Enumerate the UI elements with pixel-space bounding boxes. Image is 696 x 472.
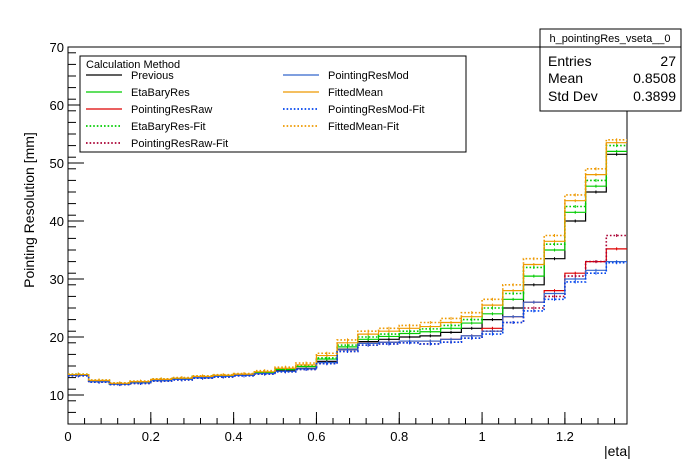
legend-entry: PointingResMod-Fit (283, 104, 425, 116)
legend-label: EtaBaryRes-Fit (131, 121, 206, 133)
legend-entry: PointingResRaw-Fit (86, 138, 228, 150)
x-axis-title: |eta| (604, 443, 631, 459)
legend-box (79, 55, 467, 153)
legend-label: Previous (131, 70, 174, 82)
y-tick-label: 10 (50, 388, 64, 403)
series-line (68, 144, 627, 385)
legend-entry: PointingResRaw (86, 104, 212, 116)
series-line (68, 139, 627, 384)
legend-entry: EtaBaryRes (86, 87, 190, 99)
x-tick-label: 1 (478, 429, 485, 444)
stats-entries-value: 27 (660, 53, 676, 69)
legend-label: FittedMean (328, 87, 383, 99)
y-tick-label: 30 (50, 272, 64, 287)
legend-entry: PointingResMod (283, 70, 409, 82)
legend-label: PointingResRaw (131, 104, 212, 116)
stats-box-title: h_pointingRes_vseta__0 (549, 33, 670, 45)
axes-layer: 0 0.2 0.4 0.6 0.8 1 1.2 10 20 30 40 50 60 70 (50, 40, 616, 444)
y-tick-label: 20 (50, 330, 64, 345)
legend-entry: EtaBaryRes-Fit (86, 121, 206, 133)
stats-box: h_pointingRes_vseta__0 Entries 27 Mean 0… (539, 28, 682, 112)
legend-entries: Previous EtaBaryRes PointingResRaw EtaBaryR… (86, 70, 425, 150)
x-tick-label: 0.4 (225, 429, 243, 444)
legend-entry: FittedMean (283, 87, 383, 99)
legend-label: PointingResRaw-Fit (131, 138, 228, 150)
legend-label: EtaBaryRes (131, 87, 190, 99)
stats-stddev-value: 0.3899 (633, 88, 676, 104)
series-pointingresmod-fit (68, 261, 627, 387)
x-tick-label: 0.6 (307, 429, 325, 444)
y-tick-label: 40 (50, 214, 64, 229)
stats-mean-label: Mean (548, 70, 583, 86)
x-tick-label: 0 (64, 429, 71, 444)
legend-label: FittedMean-Fit (328, 121, 399, 133)
legend-entry: Previous (86, 70, 174, 82)
y-tick-label: 70 (50, 40, 64, 55)
stats-mean-value: 0.8508 (633, 70, 676, 86)
x-tick-label: 0.8 (390, 429, 408, 444)
legend-label: PointingResMod-Fit (328, 104, 425, 116)
y-tick-label: 50 (50, 156, 64, 171)
stats-entries-label: Entries (548, 53, 592, 69)
series-layer (68, 138, 627, 387)
legend-label: PointingResMod (328, 70, 409, 82)
x-tick-label: 0.2 (142, 429, 160, 444)
stats-box-frame (539, 28, 682, 112)
legend-title: Calculation Method (86, 59, 180, 71)
x-tick-label: 1.2 (556, 429, 574, 444)
legend-entry: FittedMean-Fit (283, 121, 399, 133)
y-tick-label: 60 (50, 98, 64, 113)
legend: Calculation Method Previous EtaBaryRes Poi… (79, 55, 467, 153)
stats-stddev-label: Std Dev (548, 88, 598, 104)
series-fittedmean-fit (68, 138, 627, 385)
y-axis-title: Pointing Resolution [mm] (21, 132, 37, 288)
